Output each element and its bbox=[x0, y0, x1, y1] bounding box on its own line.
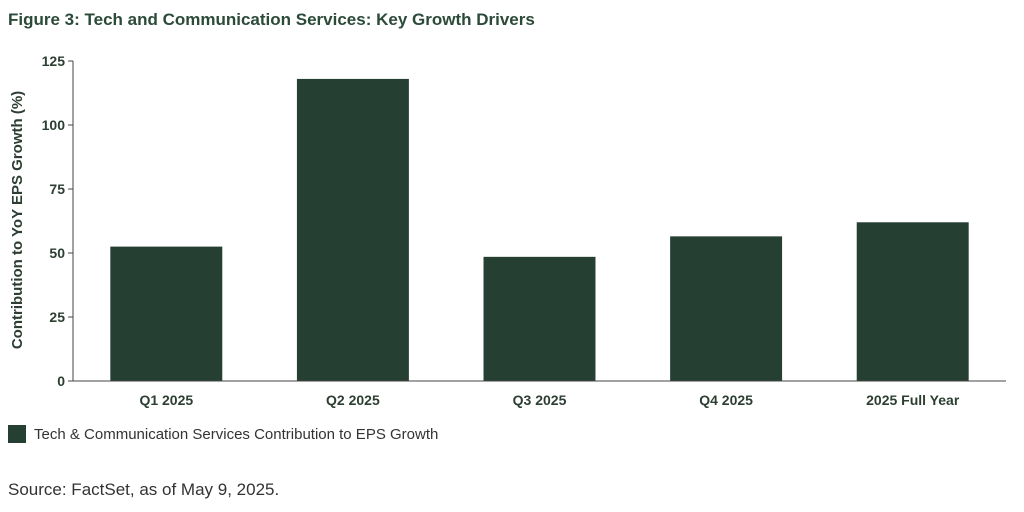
bar-chart: 0 25 50 75 100 125 Q1 2025 Q2 2025 Q3 2025 Q4 20… bbox=[9, 53, 1006, 408]
legend: Tech & Communication Services Contributi… bbox=[8, 425, 438, 443]
y-axis: 0 25 50 75 100 125 bbox=[42, 53, 74, 389]
y-tick-label: 125 bbox=[42, 53, 66, 69]
y-tick-label: 50 bbox=[49, 245, 65, 261]
bar bbox=[483, 256, 596, 381]
source-note: Source: FactSet, as of May 9, 2025. bbox=[8, 480, 280, 499]
x-tick-label: Q1 2025 bbox=[139, 392, 193, 408]
bar bbox=[856, 222, 969, 381]
y-tick-label: 100 bbox=[42, 117, 66, 133]
x-axis: Q1 2025 Q2 2025 Q3 2025 Q4 2025 2025 Full Ye… bbox=[73, 380, 1006, 408]
x-tick-label: Q4 2025 bbox=[699, 392, 753, 408]
bars bbox=[110, 78, 969, 382]
legend-label: Tech & Communication Services Contributi… bbox=[34, 425, 439, 443]
y-axis-title: Contribution to YoY EPS Growth (%) bbox=[9, 91, 26, 349]
y-tick-label: 0 bbox=[57, 373, 65, 389]
x-tick-label: Q2 2025 bbox=[326, 392, 380, 408]
bar bbox=[296, 78, 409, 382]
bar bbox=[670, 236, 783, 381]
chart-title: Figure 3: Tech and Communication Service… bbox=[8, 10, 535, 29]
y-tick-label: 75 bbox=[49, 181, 65, 197]
x-tick-label: Q3 2025 bbox=[513, 392, 567, 408]
bar bbox=[110, 246, 223, 381]
x-tick-label: 2025 Full Year bbox=[866, 392, 960, 408]
legend-swatch bbox=[8, 425, 26, 443]
y-tick-label: 25 bbox=[49, 309, 65, 325]
